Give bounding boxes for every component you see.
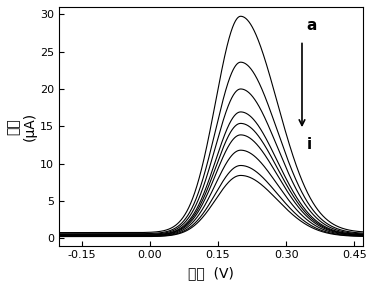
Y-axis label: 电流
(μA): 电流 (μA) [7, 112, 37, 141]
X-axis label: 电位  (V): 电位 (V) [188, 266, 234, 280]
Text: i: i [307, 137, 312, 152]
Text: a: a [307, 18, 317, 33]
